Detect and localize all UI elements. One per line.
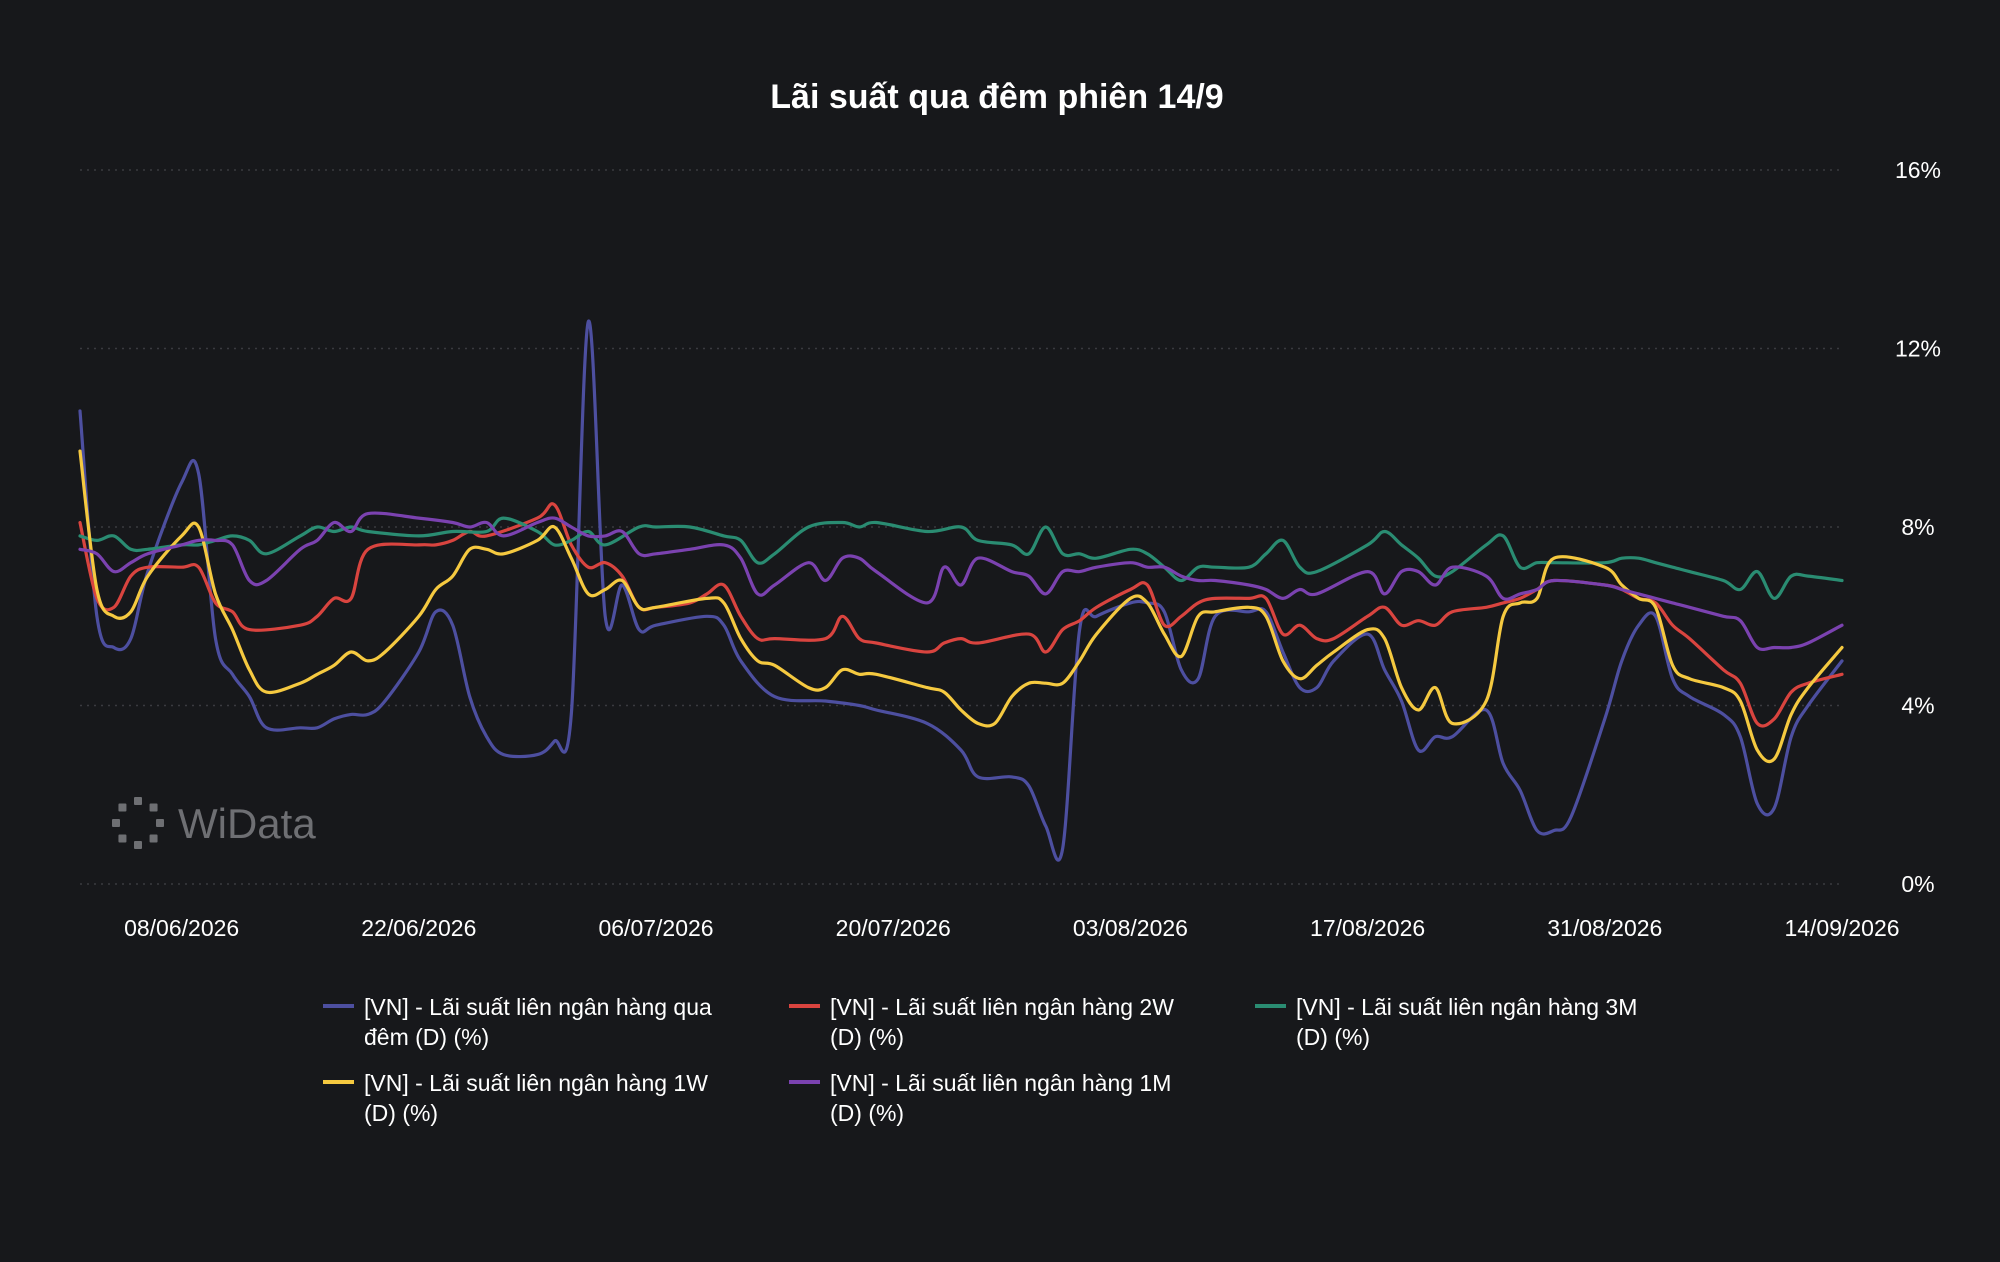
legend-item[interactable]: [VN] - Lãi suất liên ngân hàng 3M (D) (%) xyxy=(1255,994,1637,1050)
series-line-5 xyxy=(78,511,1844,652)
series-line-4 xyxy=(78,449,1844,764)
x-tick-label: 31/08/2026 xyxy=(1547,915,1662,941)
x-tick-label: 14/09/2026 xyxy=(1784,915,1899,941)
y-tick-label: 16% xyxy=(1895,157,1941,183)
legend-item[interactable]: [VN] - Lãi suất liên ngân hàng 2W (D) (%) xyxy=(789,994,1174,1050)
x-tick-label: 06/07/2026 xyxy=(598,915,713,941)
y-tick-label: 4% xyxy=(1901,693,1934,719)
legend-label: [VN] - Lãi suất liên ngân hàng 1M (D) (%) xyxy=(830,1070,1171,1126)
x-tick-label: 03/08/2026 xyxy=(1073,915,1188,941)
legend: [VN] - Lãi suất liên ngân hàng qua đêm (D… xyxy=(323,994,1637,1126)
y-tick-label: 0% xyxy=(1901,871,1934,897)
legend-label: [VN] - Lãi suất liên ngân hàng 2W (D) (%) xyxy=(830,994,1174,1050)
series-line-1 xyxy=(78,319,1844,862)
chart-title: Lãi suất qua đêm phiên 14/9 xyxy=(770,78,1223,116)
watermark-text: WiData xyxy=(178,800,316,847)
x-tick-label: 08/06/2026 xyxy=(124,915,239,941)
x-tick-label: 17/08/2026 xyxy=(1310,915,1425,941)
widata-logo-icon xyxy=(112,797,164,849)
y-tick-label: 12% xyxy=(1895,336,1941,362)
legend-label: [VN] - Lãi suất liên ngân hàng 3M (D) (%) xyxy=(1296,994,1637,1050)
legend-label: [VN] - Lãi suất liên ngân hàng 1W (D) (%) xyxy=(364,1070,708,1126)
x-axis-ticks: 08/06/2026 22/06/2026 06/07/2026 20/07/2026… xyxy=(124,915,1899,941)
y-axis-ticks: 0% 4% 8% 12% 16% xyxy=(1895,157,1941,897)
x-tick-label: 22/06/2026 xyxy=(361,915,476,941)
series-lines xyxy=(78,319,1844,862)
x-tick-label: 20/07/2026 xyxy=(836,915,951,941)
legend-item[interactable]: [VN] - Lãi suất liên ngân hàng 1M (D) (%) xyxy=(789,1070,1171,1126)
legend-item[interactable]: [VN] - Lãi suất liên ngân hàng qua đêm (D… xyxy=(323,994,712,1050)
series-line-3 xyxy=(78,516,1844,600)
y-tick-label: 8% xyxy=(1901,514,1934,540)
legend-label: [VN] - Lãi suất liên ngân hàng qua đêm (D… xyxy=(364,994,712,1050)
legend-item[interactable]: [VN] - Lãi suất liên ngân hàng 1W (D) (%) xyxy=(323,1070,708,1126)
watermark: WiData xyxy=(112,797,316,849)
series-line-2 xyxy=(78,502,1844,728)
